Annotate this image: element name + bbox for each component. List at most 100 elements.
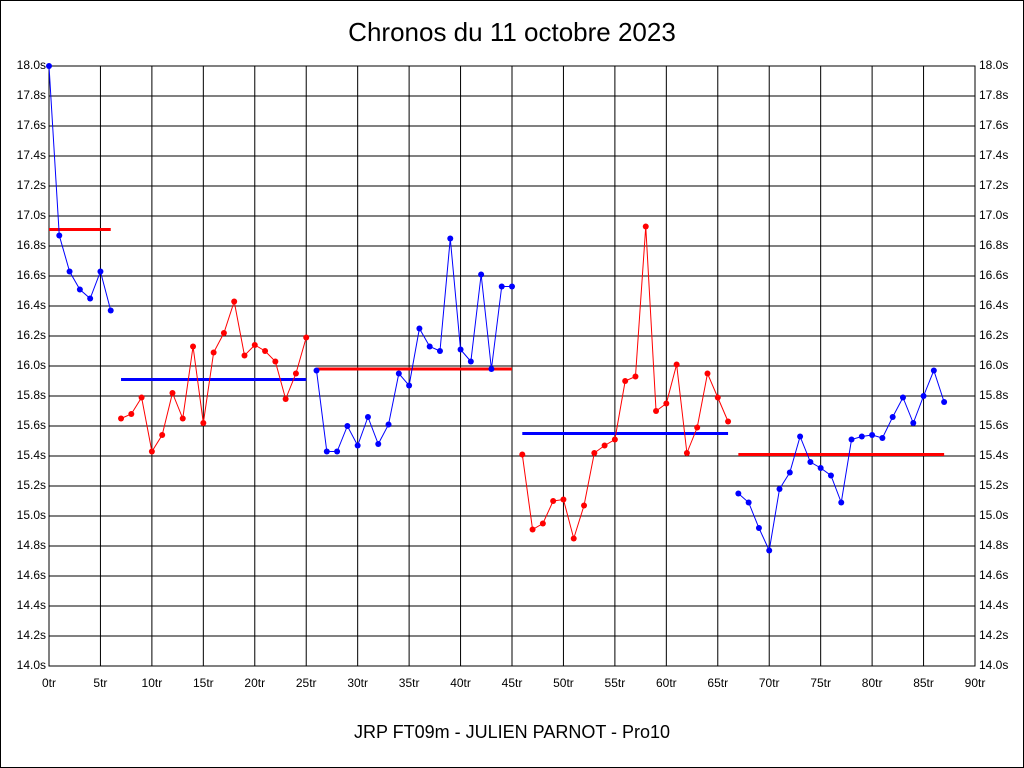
data-point (128, 411, 135, 417)
y-tick-label-right: 16.8s (979, 238, 1008, 252)
x-tick-label: 55tr (605, 676, 626, 690)
data-point (910, 420, 917, 426)
data-point (323, 448, 330, 455)
y-tick-label: 16.8s (17, 238, 46, 252)
y-tick-label-right: 17.4s (979, 148, 1008, 162)
y-tick-label-right: 16.2s (979, 328, 1008, 342)
x-tick-label: 40tr (450, 676, 471, 690)
y-tick-label-right: 15.8s (979, 388, 1008, 402)
x-tick-label: 80tr (862, 676, 883, 690)
data-point (838, 499, 845, 506)
data-point (817, 465, 824, 471)
y-tick-label: 16.0s (17, 358, 46, 372)
data-point (889, 414, 896, 420)
x-tick-label: 65tr (707, 676, 728, 690)
data-point (272, 358, 279, 365)
data-point (653, 408, 660, 414)
data-point (941, 399, 948, 405)
x-axis-label: JRP FT09m - JULIEN PARNOT - Pro10 (354, 722, 670, 742)
y-tick-label: 14.0s (17, 658, 46, 672)
y-tick-label: 14.8s (17, 538, 46, 552)
y-tick-label: 14.6s (17, 568, 46, 582)
data-point (282, 396, 289, 402)
x-tick-label: 15tr (193, 676, 214, 690)
data-point (642, 223, 649, 230)
y-tick-label-right: 16.4s (979, 298, 1008, 312)
y-tick-label-right: 17.6s (979, 118, 1008, 132)
data-point (519, 451, 526, 458)
data-point (148, 448, 155, 455)
y-tick-label-right: 15.4s (979, 448, 1008, 462)
data-point (159, 432, 166, 438)
data-point (766, 547, 773, 554)
data-point (550, 498, 557, 504)
data-point (334, 448, 341, 455)
data-point (56, 232, 63, 239)
data-point (385, 421, 392, 428)
x-tick-label: 35tr (399, 676, 420, 690)
data-point (76, 286, 83, 293)
data-point (251, 342, 258, 348)
x-tick-label: 75tr (810, 676, 831, 690)
y-tick-label-right: 16.0s (979, 358, 1008, 372)
y-tick-label: 16.2s (17, 328, 46, 342)
data-point (200, 420, 207, 426)
data-point (416, 325, 423, 332)
data-point (97, 268, 104, 275)
data-point (467, 358, 474, 365)
x-tick-label: 25tr (296, 676, 317, 690)
data-point (364, 414, 371, 420)
y-tick-label: 18.0s (17, 58, 46, 72)
data-point (190, 343, 197, 350)
data-point (426, 343, 433, 350)
data-point (622, 378, 629, 384)
data-point (313, 367, 320, 374)
data-point (704, 370, 711, 377)
data-point (694, 424, 701, 431)
y-tick-label-right: 14.6s (979, 568, 1008, 582)
y-tick-label-right: 15.2s (979, 478, 1008, 492)
y-tick-label: 17.4s (17, 148, 46, 162)
y-tick-label: 15.0s (17, 508, 46, 522)
data-point (241, 352, 248, 359)
data-point (858, 433, 865, 440)
data-point (581, 502, 588, 509)
data-point (303, 334, 310, 341)
x-tick-label: 60tr (656, 676, 677, 690)
data-point (663, 400, 670, 407)
data-point (745, 499, 752, 506)
data-point (714, 394, 721, 401)
y-tick-label-right: 14.8s (979, 538, 1008, 552)
data-point (66, 268, 73, 275)
y-tick-label: 14.4s (17, 598, 46, 612)
data-point (827, 472, 834, 479)
y-tick-label: 17.0s (17, 208, 46, 222)
data-point (231, 298, 238, 305)
data-point (118, 415, 125, 422)
data-point (488, 366, 495, 372)
chart-title: Chronos du 11 octobre 2023 (348, 17, 676, 47)
data-point (930, 367, 937, 374)
x-tick-label: 85tr (913, 676, 934, 690)
y-tick-label-right: 17.8s (979, 88, 1008, 102)
y-tick-label-right: 17.0s (979, 208, 1008, 222)
data-point (735, 490, 742, 497)
data-point (509, 283, 515, 290)
data-point (220, 330, 227, 336)
data-point (848, 436, 855, 443)
data-point (529, 526, 536, 533)
data-point (107, 307, 114, 314)
data-point (87, 295, 94, 302)
data-point (478, 271, 485, 278)
data-point (457, 346, 464, 353)
y-tick-label-right: 18.0s (979, 58, 1008, 72)
data-point (807, 459, 814, 465)
data-point (138, 394, 145, 401)
data-point (601, 442, 608, 449)
x-tick-label: 45tr (502, 676, 523, 690)
data-point (869, 432, 876, 438)
y-tick-label: 17.6s (17, 118, 46, 132)
y-tick-label: 17.2s (17, 178, 46, 192)
